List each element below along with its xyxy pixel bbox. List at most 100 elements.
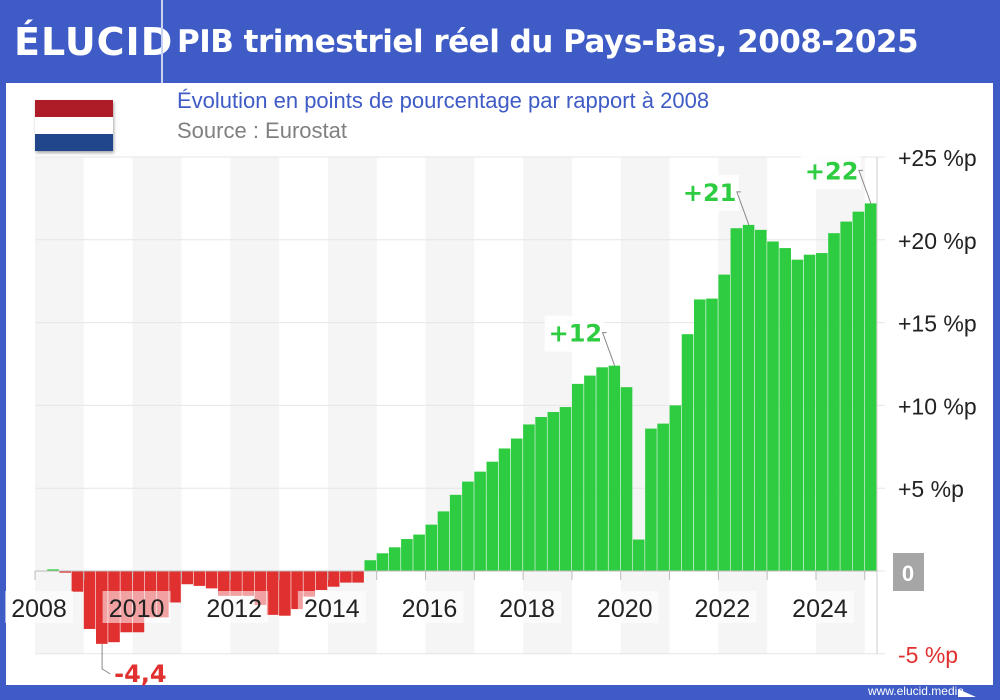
bar (425, 524, 438, 571)
x-label-bg (200, 591, 269, 623)
x-label-bg (102, 591, 171, 623)
bar (754, 229, 767, 571)
x-tick-label: 2012 (206, 595, 262, 623)
bar (401, 539, 413, 571)
bar (315, 571, 328, 591)
x-tick-label: 2010 (109, 595, 165, 623)
y-tick-label: -5 %p (898, 642, 958, 668)
bar (815, 253, 828, 571)
bar (340, 571, 352, 583)
x-label-bg (590, 591, 659, 623)
bar (279, 571, 291, 616)
x-tick-label: 2020 (597, 595, 653, 623)
bar (71, 571, 84, 592)
bar (547, 412, 560, 571)
bar (193, 571, 206, 586)
chart-source: Source : Eurostat (177, 118, 347, 143)
y-tick-label: 0 (902, 561, 914, 586)
y-tick-label: +15 %p (898, 311, 977, 337)
y-tick-label: +10 %p (898, 393, 977, 419)
bar (523, 424, 535, 571)
bar (693, 299, 706, 571)
bar (218, 571, 230, 596)
bar (852, 211, 865, 571)
elucid-flag-icon (958, 689, 976, 697)
x-label-bg (688, 591, 757, 623)
bar (474, 471, 486, 571)
bar (242, 571, 255, 596)
bar (779, 248, 791, 571)
netherlands-flag-icon (35, 100, 113, 151)
bar (352, 571, 364, 583)
bar (96, 571, 108, 644)
bar (767, 241, 779, 571)
bar (462, 481, 474, 571)
x-tick-label: 2024 (792, 595, 848, 623)
page-title: PIB trimestriel réel du Pays-Bas, 2008-2… (177, 24, 919, 60)
annotation-label: -4,4 (114, 660, 166, 688)
x-label-bg (395, 591, 464, 623)
annotation-label: +22 (805, 157, 859, 185)
bar (596, 367, 608, 571)
bar (266, 571, 279, 615)
y-tick-label: +5 %p (898, 476, 964, 502)
bar (327, 571, 340, 587)
bar (254, 571, 267, 605)
bar (498, 448, 511, 571)
x-tick-label: 2018 (499, 595, 555, 623)
bar (376, 553, 389, 571)
bar (803, 254, 816, 572)
bar (669, 405, 682, 571)
x-tick-label: 2008 (11, 595, 67, 623)
y-tick-label: +25 %p (898, 145, 977, 171)
bar (230, 571, 242, 596)
zero-badge (893, 553, 924, 591)
x-tick-label: 2022 (695, 595, 751, 623)
annotation-label: +21 (683, 179, 737, 207)
bar (559, 407, 572, 571)
bar (657, 423, 669, 571)
bar (718, 274, 730, 571)
chart-subtitle: Évolution en points de pourcentage par r… (177, 88, 710, 113)
bar (388, 547, 401, 571)
bar (681, 334, 694, 571)
footer-url[interactable]: www.elucid.media (867, 684, 964, 698)
annotation-bg (800, 153, 861, 190)
x-tick-label: 2016 (402, 595, 458, 623)
y-tick-label: +20 %p (898, 228, 977, 254)
bar (608, 365, 621, 571)
x-label-bg (297, 591, 366, 623)
bar (486, 461, 499, 571)
annotation-leader (101, 643, 111, 675)
annotation-leader (736, 191, 750, 226)
bar (706, 298, 718, 571)
x-label-bg (493, 591, 562, 623)
bar (864, 203, 877, 572)
flag-stripe-blue (35, 134, 113, 151)
bar (364, 560, 377, 571)
annotation-label: +12 (549, 320, 603, 348)
x-label-bg (5, 591, 73, 623)
bar (291, 571, 303, 610)
bar (535, 416, 547, 571)
bar (181, 571, 194, 585)
bar (437, 511, 450, 571)
bar (449, 494, 462, 571)
bar (840, 221, 852, 572)
flag-stripe-white (35, 117, 113, 134)
annotation-leader (601, 332, 616, 366)
bar (47, 569, 59, 571)
bar (59, 571, 72, 573)
bar (510, 438, 523, 571)
x-tick-label: 2014 (304, 595, 360, 623)
bar (303, 571, 316, 597)
bar (169, 571, 181, 603)
annotation-bg (678, 174, 739, 211)
bar (742, 224, 755, 571)
bar (632, 539, 645, 571)
bar (828, 233, 840, 571)
annotation-bg (544, 315, 605, 352)
bar (571, 383, 584, 571)
bar (791, 259, 804, 571)
bar (584, 375, 596, 571)
